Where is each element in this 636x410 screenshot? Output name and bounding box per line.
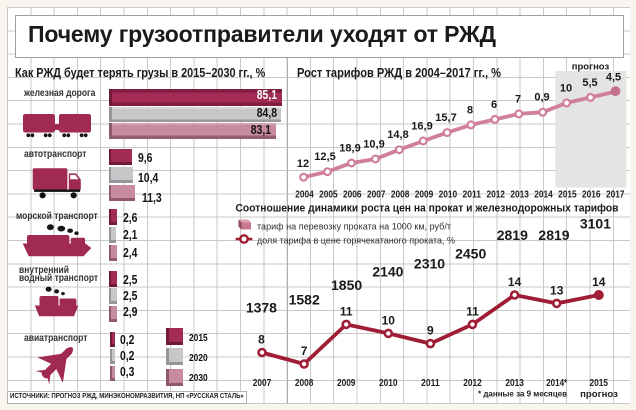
svg-text:1582: 1582 <box>289 292 320 308</box>
svg-text:Соотношение динамики роста цен: Соотношение динамики роста цен на прокат… <box>236 203 619 215</box>
svg-text:10: 10 <box>382 313 396 327</box>
svg-text:14: 14 <box>508 275 522 289</box>
svg-text:8: 8 <box>258 333 265 347</box>
svg-text:16,9: 16,9 <box>411 121 432 133</box>
svg-text:2004: 2004 <box>295 189 314 200</box>
svg-text:3101: 3101 <box>580 215 611 231</box>
svg-text:2015: 2015 <box>590 378 609 389</box>
svg-text:2819: 2819 <box>538 227 569 243</box>
svg-text:8: 8 <box>467 105 473 117</box>
svg-text:2012: 2012 <box>463 378 482 389</box>
svg-text:2014: 2014 <box>534 189 553 200</box>
svg-text:12,5: 12,5 <box>314 151 335 163</box>
svg-text:7: 7 <box>515 94 521 106</box>
svg-text:1850: 1850 <box>331 277 362 293</box>
svg-text:* данные за 9 месяцев: * данные за 9 месяцев <box>478 389 567 399</box>
svg-text:прогноз: прогноз <box>572 61 610 72</box>
svg-text:18,9: 18,9 <box>339 143 360 155</box>
svg-text:тариф на перевозку проката на: тариф на перевозку проката на 1000 км, р… <box>257 222 452 232</box>
svg-text:5,5: 5,5 <box>582 77 597 89</box>
svg-text:2007: 2007 <box>367 189 386 200</box>
svg-text:доля тарифа в цене горячекатан: доля тарифа в цене горячекатаного прокат… <box>257 236 455 246</box>
svg-text:14: 14 <box>592 275 606 289</box>
svg-text:2017: 2017 <box>606 189 625 200</box>
svg-text:2007: 2007 <box>253 378 272 389</box>
svg-text:2008: 2008 <box>391 189 410 200</box>
svg-text:7: 7 <box>301 344 308 358</box>
svg-text:15,7: 15,7 <box>435 112 456 124</box>
svg-text:14,8: 14,8 <box>387 129 408 141</box>
svg-text:2140: 2140 <box>372 264 403 280</box>
svg-text:2012: 2012 <box>486 189 505 200</box>
svg-text:2013: 2013 <box>505 378 524 389</box>
svg-text:6: 6 <box>491 99 497 111</box>
svg-text:2450: 2450 <box>455 246 486 262</box>
svg-text:2819: 2819 <box>497 227 528 243</box>
svg-text:10: 10 <box>560 83 572 95</box>
svg-text:2310: 2310 <box>414 255 445 271</box>
svg-text:9: 9 <box>427 324 434 338</box>
svg-text:2009: 2009 <box>415 189 434 200</box>
svg-text:11: 11 <box>340 304 353 318</box>
svg-text:11: 11 <box>466 304 479 318</box>
svg-text:2009: 2009 <box>337 378 356 389</box>
svg-text:2015: 2015 <box>558 189 577 200</box>
svg-text:2016: 2016 <box>582 189 601 200</box>
svg-text:2008: 2008 <box>295 378 314 389</box>
svg-text:2011: 2011 <box>421 378 440 389</box>
svg-text:2005: 2005 <box>319 189 338 200</box>
svg-text:2013: 2013 <box>510 189 529 200</box>
svg-text:13: 13 <box>550 283 564 297</box>
svg-text:12: 12 <box>297 158 309 170</box>
svg-text:0,9: 0,9 <box>534 92 549 104</box>
svg-text:4,5: 4,5 <box>606 72 621 84</box>
svg-text:2011: 2011 <box>463 189 482 200</box>
svg-text:2010: 2010 <box>439 189 458 200</box>
svg-text:10,9: 10,9 <box>363 139 384 151</box>
svg-text:2010: 2010 <box>379 378 398 389</box>
svg-text:прогноз: прогноз <box>580 389 618 400</box>
svg-text:2014*: 2014* <box>546 378 567 389</box>
svg-text:2006: 2006 <box>343 189 362 200</box>
svg-text:1378: 1378 <box>246 300 277 316</box>
